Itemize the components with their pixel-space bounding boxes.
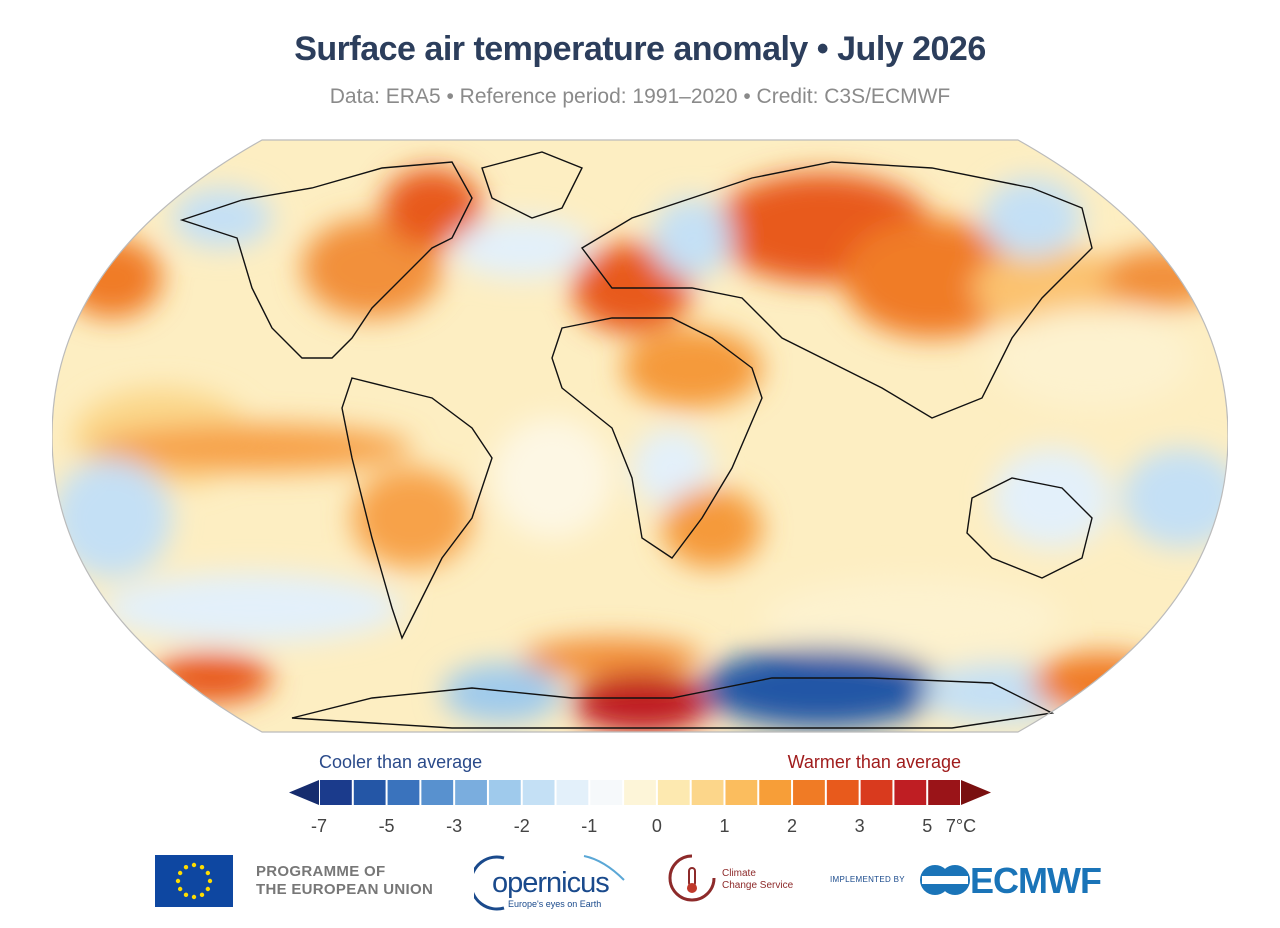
eu-flag-icon — [155, 855, 233, 907]
legend-tick-label: 0 — [652, 816, 662, 836]
eu-star-icon — [199, 892, 205, 898]
legend-swatch — [759, 780, 792, 805]
legend-swatch — [894, 780, 927, 805]
legend-swatch — [860, 780, 893, 805]
legend-swatch — [455, 780, 487, 805]
legend-swatch — [657, 780, 690, 805]
legend-tick-label: -5 — [379, 816, 395, 836]
copernicus-logo-icon — [474, 855, 625, 911]
legend-swatch — [928, 780, 960, 805]
c3s-text: Climate Change Service — [722, 868, 794, 891]
legend-swatch — [522, 780, 555, 805]
cooler-label: Cooler than average — [319, 752, 483, 772]
anomaly-field — [52, 140, 1228, 732]
map-subtitle: Data: ERA5 • Reference period: 1991–2020… — [329, 85, 951, 108]
legend-swatch — [725, 780, 758, 805]
map-frame — [51, 139, 1229, 733]
legend-tick-label: 5 — [922, 816, 932, 836]
eu-star-icon — [207, 878, 213, 884]
copernicus-tagline: Europe's eyes on Earth — [508, 899, 602, 909]
legend-low-arrow — [289, 780, 319, 805]
legend-high-arrow — [961, 780, 991, 805]
legend-swatch — [556, 780, 589, 805]
warmer-label: Warmer than average — [787, 752, 961, 772]
map-title: Surface air temperature anomaly • July 2… — [294, 30, 986, 68]
eu-star-icon — [191, 894, 197, 900]
copernicus-wordmark: opernicus — [492, 867, 610, 899]
legend-swatch — [387, 780, 420, 805]
color-legend: Cooler than average Warmer than average … — [287, 752, 993, 842]
legend-swatch — [488, 780, 521, 805]
legend-swatch — [590, 780, 623, 805]
eu-star-icon — [183, 864, 189, 870]
legend-swatch — [320, 780, 352, 805]
legend-tick-label: 1 — [719, 816, 729, 836]
eu-star-icon — [183, 892, 189, 898]
legend-swatch — [624, 780, 656, 805]
legend-swatch — [691, 780, 724, 805]
legend-swatch — [793, 780, 825, 805]
legend-tick-label: 3 — [855, 816, 865, 836]
legend-swatch — [353, 780, 386, 805]
eu-star-icon — [175, 878, 181, 884]
world-anomaly-map — [51, 138, 1229, 734]
legend-swatch — [421, 780, 454, 805]
ecmwf-logo-icon — [920, 865, 970, 895]
ecmwf-wordmark: ECMWF — [970, 860, 1102, 901]
legend-tick-label: -1 — [581, 816, 597, 836]
climate-change-service-icon — [668, 854, 716, 902]
implemented-by-label: IMPLEMENTED BY — [830, 875, 905, 884]
eu-programme-text: PROGRAMME OF THE EUROPEAN UNION — [256, 863, 434, 898]
legend-tick-label: -2 — [514, 816, 530, 836]
legend-tick-label: 2 — [787, 816, 797, 836]
legend-colorbar: -7 -5 -3 -2 -1 0 1 2 3 5 7°C — [289, 780, 991, 836]
legend-tick-label: -7 — [311, 816, 327, 836]
legend-tick-label: 7°C — [946, 816, 976, 836]
legend-tick-label: -3 — [446, 816, 462, 836]
eu-star-icon — [199, 864, 205, 870]
eu-star-icon — [205, 886, 211, 892]
logo-strip: PROGRAMME OF THE EUROPEAN UNION opernicu… — [0, 850, 1280, 920]
eu-star-icon — [177, 886, 183, 892]
eu-star-icon — [205, 870, 211, 876]
coastlines — [179, 151, 1093, 729]
eu-star-icon — [177, 870, 183, 876]
eu-star-icon — [191, 862, 197, 868]
legend-swatch — [826, 780, 859, 805]
